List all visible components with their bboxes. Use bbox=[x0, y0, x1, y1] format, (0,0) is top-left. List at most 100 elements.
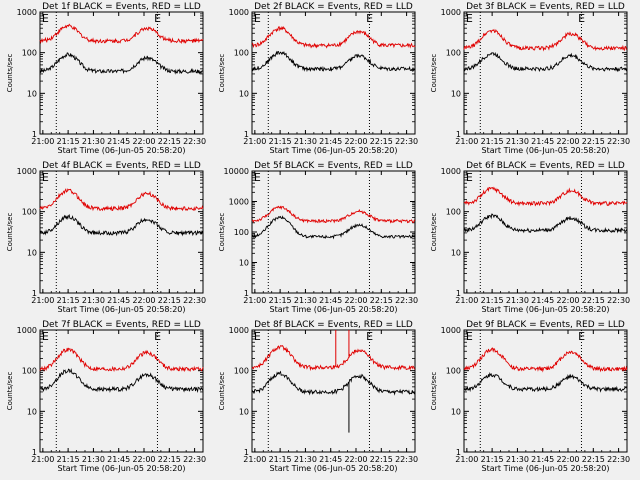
x-tick-label: 21:45 bbox=[319, 455, 342, 464]
y-tick-label: 100 bbox=[446, 49, 461, 58]
x-tick-label: 22:15 bbox=[582, 296, 605, 305]
y-axis-label: Counts/sec bbox=[218, 372, 226, 411]
panel-title: Det 9f BLACK = Events, RED = LLD bbox=[466, 320, 625, 330]
y-tick-label: 1000 bbox=[229, 8, 249, 17]
events-series-line bbox=[251, 215, 416, 240]
x-tick-label: 21:30 bbox=[506, 455, 529, 464]
y-axis-label: Counts/sec bbox=[430, 372, 438, 411]
event-flag: E bbox=[366, 330, 373, 343]
y-tick-label: 1000 bbox=[441, 326, 461, 335]
x-tick-label: 21:45 bbox=[319, 296, 342, 305]
y-tick-label: 10 bbox=[239, 407, 249, 416]
x-axis-label: Start Time (06-Jun-05 20:58:20) bbox=[270, 305, 398, 314]
lld-series-line bbox=[251, 205, 416, 224]
y-axis-label: Counts/sec bbox=[430, 213, 438, 252]
x-tick-label: 21:00 bbox=[31, 137, 54, 146]
events-series-line bbox=[39, 52, 204, 75]
y-tick-label: 1000 bbox=[229, 326, 249, 335]
x-tick-label: 22:30 bbox=[607, 455, 630, 464]
event-flag: E bbox=[466, 171, 473, 184]
event-flag: E bbox=[42, 330, 49, 343]
x-tick-label: 21:00 bbox=[243, 296, 266, 305]
x-tick-label: 22:00 bbox=[344, 296, 367, 305]
x-axis-label: Start Time (06-Jun-05 20:58:20) bbox=[58, 146, 186, 155]
x-tick-label: 21:15 bbox=[57, 296, 80, 305]
x-axis-label: Start Time (06-Jun-05 20:58:20) bbox=[58, 305, 186, 314]
x-axis-label: Start Time (06-Jun-05 20:58:20) bbox=[58, 464, 186, 473]
x-tick-label: 21:45 bbox=[531, 137, 554, 146]
events-series-line bbox=[463, 213, 628, 234]
y-axis-label: Counts/sec bbox=[218, 213, 226, 252]
x-tick-label: 22:30 bbox=[395, 296, 418, 305]
x-tick-label: 22:30 bbox=[607, 137, 630, 146]
event-flag: E bbox=[366, 12, 373, 25]
y-tick-label: 1000 bbox=[17, 8, 37, 17]
x-tick-label: 22:15 bbox=[158, 137, 181, 146]
x-tick-label: 22:15 bbox=[370, 455, 393, 464]
lld-series-line bbox=[463, 28, 628, 52]
event-flag: E bbox=[254, 330, 261, 343]
plot-frame bbox=[463, 11, 628, 135]
x-tick-label: 22:00 bbox=[132, 296, 155, 305]
x-tick-label: 22:30 bbox=[607, 296, 630, 305]
x-tick-label: 22:15 bbox=[582, 455, 605, 464]
x-tick-label: 21:15 bbox=[269, 296, 292, 305]
x-tick-label: 21:15 bbox=[481, 137, 504, 146]
y-tick-label: 1 bbox=[456, 448, 461, 457]
x-axis-label: Start Time (06-Jun-05 20:58:20) bbox=[270, 146, 398, 155]
y-tick-label: 100 bbox=[446, 367, 461, 376]
y-tick-label: 1000 bbox=[17, 326, 37, 335]
x-axis-label: Start Time (06-Jun-05 20:58:20) bbox=[482, 146, 610, 155]
y-axis-label: Counts/sec bbox=[430, 54, 438, 93]
lld-series-line bbox=[251, 345, 415, 372]
x-tick-label: 22:00 bbox=[132, 137, 155, 146]
panel-title: Det 5f BLACK = Events, RED = LLD bbox=[254, 161, 413, 171]
y-tick-label: 100 bbox=[234, 49, 249, 58]
plot-frame bbox=[251, 329, 416, 453]
x-tick-label: 21:45 bbox=[107, 137, 130, 146]
y-axis-label: Counts/sec bbox=[6, 213, 14, 252]
panel-title: Det 1f BLACK = Events, RED = LLD bbox=[42, 2, 201, 12]
panel-title: Det 2f BLACK = Events, RED = LLD bbox=[254, 2, 413, 12]
event-flag: E bbox=[466, 12, 473, 25]
y-tick-label: 1 bbox=[456, 289, 461, 298]
events-series-line bbox=[251, 50, 416, 73]
events-series-line bbox=[463, 371, 628, 393]
y-tick-label: 10 bbox=[27, 89, 37, 98]
y-tick-label: 1 bbox=[456, 130, 461, 139]
event-flag: E bbox=[42, 171, 49, 184]
y-tick-label: 1 bbox=[32, 130, 37, 139]
plot-frame bbox=[251, 170, 416, 294]
x-tick-label: 21:15 bbox=[57, 137, 80, 146]
y-tick-label: 10 bbox=[451, 89, 461, 98]
y-tick-label: 100 bbox=[234, 228, 249, 237]
y-tick-label: 1 bbox=[32, 289, 37, 298]
y-tick-label: 100 bbox=[22, 49, 37, 58]
y-tick-label: 1000 bbox=[441, 8, 461, 17]
x-axis-label: Start Time (06-Jun-05 20:58:20) bbox=[482, 305, 610, 314]
x-tick-label: 22:00 bbox=[344, 137, 367, 146]
x-tick-label: 22:30 bbox=[183, 296, 206, 305]
x-tick-label: 21:30 bbox=[82, 137, 105, 146]
events-series-line bbox=[39, 367, 204, 393]
x-tick-label: 21:45 bbox=[531, 455, 554, 464]
y-tick-label: 10 bbox=[451, 248, 461, 257]
x-axis-label: Start Time (06-Jun-05 20:58:20) bbox=[270, 464, 398, 473]
panel-title: Det 3f BLACK = Events, RED = LLD bbox=[466, 2, 625, 12]
x-tick-label: 22:30 bbox=[395, 137, 418, 146]
x-tick-label: 21:30 bbox=[506, 137, 529, 146]
y-tick-label: 10 bbox=[239, 259, 249, 268]
x-tick-label: 22:00 bbox=[132, 455, 155, 464]
x-tick-label: 21:00 bbox=[455, 296, 478, 305]
x-tick-label: 22:00 bbox=[556, 455, 579, 464]
event-flag: E bbox=[154, 12, 161, 25]
plot-frame bbox=[463, 329, 628, 453]
lld-series-line bbox=[251, 25, 416, 49]
lld-series-line bbox=[463, 186, 628, 207]
